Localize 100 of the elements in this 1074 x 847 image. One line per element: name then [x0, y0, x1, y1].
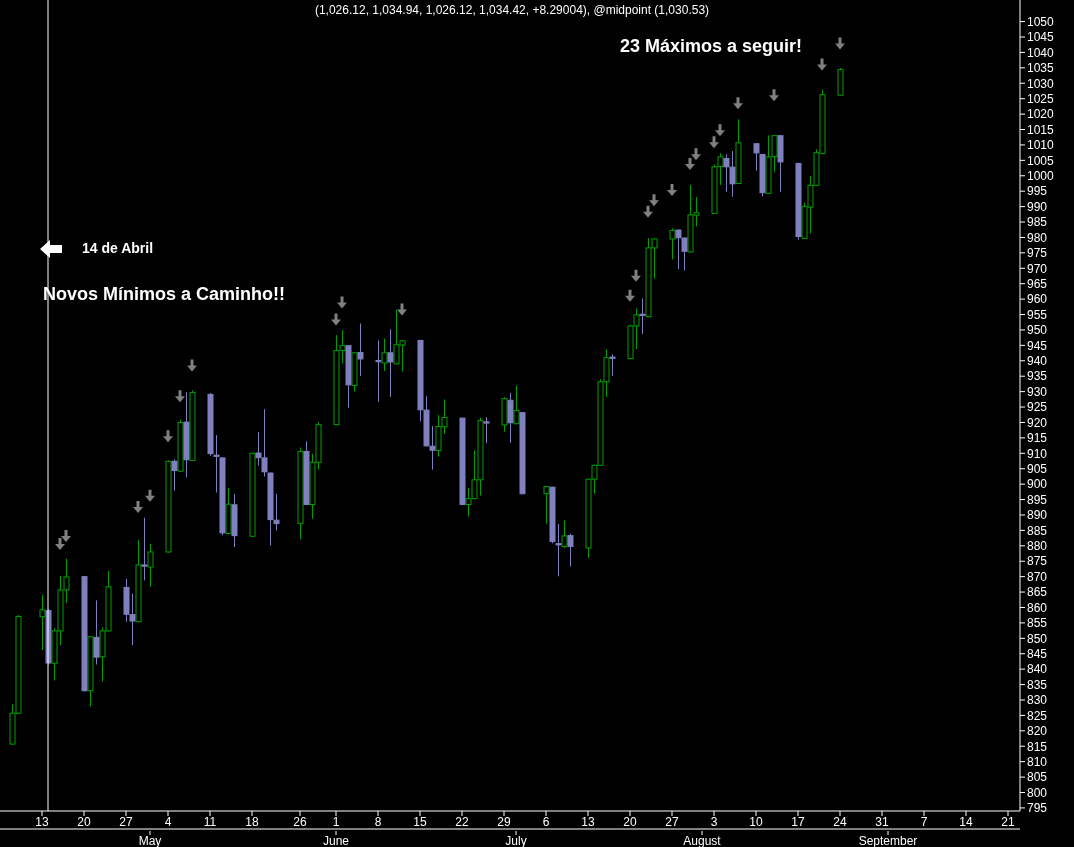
y-tick-label: 985 — [1027, 215, 1048, 230]
y-tick-label: 1010 — [1027, 138, 1055, 153]
y-tick-label: 990 — [1027, 199, 1048, 214]
annotation: 14 de Abril — [82, 240, 154, 256]
y-tick-label: 955 — [1027, 307, 1048, 322]
y-tick-label: 855 — [1027, 616, 1048, 631]
point — [133, 500, 143, 513]
y-tick-label: 940 — [1027, 354, 1048, 369]
y-tick-label: 835 — [1027, 677, 1048, 692]
candlestick — [231, 493, 238, 548]
x-tick-label: 18 — [245, 815, 259, 829]
x-tick-label: 20 — [77, 815, 91, 829]
y-tick-label: 1020 — [1027, 107, 1055, 122]
x-tick-label: 20 — [623, 815, 637, 829]
y-tick-label: 1035 — [1027, 61, 1055, 76]
point — [685, 158, 695, 171]
point — [817, 58, 827, 71]
x-tick-label: 22 — [455, 815, 469, 829]
y-tick-label: 1030 — [1027, 76, 1055, 91]
x-tick-label: 7 — [920, 815, 928, 829]
x2-tick-label: June — [322, 834, 350, 847]
candlestick — [297, 446, 304, 540]
y-tick-label: 1005 — [1027, 153, 1055, 168]
y-tick-label: 980 — [1027, 230, 1048, 245]
point — [625, 289, 635, 302]
chart-title: (1,026.12, 1,034.94, 1,026.12, 1,034.42, +8.29004), @midpoint (1,030.53) — [313, 3, 711, 17]
candlestick — [357, 322, 364, 377]
point — [331, 313, 341, 326]
point — [691, 148, 701, 161]
y-tick-label: 865 — [1027, 585, 1048, 600]
y-tick-label: 885 — [1027, 523, 1048, 538]
x-tick-label: 3 — [710, 815, 718, 829]
y-tick-label: 1000 — [1027, 169, 1055, 184]
y-tick-label: 965 — [1027, 276, 1048, 291]
x2-tick-label: August — [683, 834, 722, 847]
point — [733, 97, 743, 110]
point — [667, 183, 677, 196]
candlestick — [375, 339, 382, 403]
y-tick-label: 795 — [1027, 801, 1048, 816]
x-tick-label: 17 — [791, 815, 805, 829]
y-tick-label: 875 — [1027, 554, 1048, 569]
candlestick — [171, 458, 178, 492]
y-tick-label: 960 — [1027, 292, 1048, 307]
y-tick-label: 820 — [1027, 724, 1048, 739]
point — [175, 390, 185, 403]
x-tick-label: 10 — [749, 815, 763, 829]
candlestick — [387, 328, 394, 398]
x-tick-label: 21 — [1001, 815, 1015, 829]
y-tick-label: 1015 — [1027, 122, 1055, 137]
y-tick-label: 925 — [1027, 400, 1048, 415]
y-tick-label: 825 — [1027, 708, 1048, 723]
y-tick-label: 950 — [1027, 323, 1048, 338]
y-tick-label: 800 — [1027, 785, 1048, 800]
candlestick — [39, 594, 46, 651]
x-tick-label: 24 — [833, 815, 847, 829]
point — [187, 359, 197, 372]
y-tick-label: 900 — [1027, 477, 1048, 492]
y-tick-label: 1025 — [1027, 91, 1055, 106]
x-tick-label: 1 — [332, 815, 340, 829]
x-tick-label: 14 — [959, 815, 973, 829]
point — [145, 489, 155, 502]
y-tick-label: 860 — [1027, 600, 1048, 615]
point — [631, 269, 641, 282]
y-tick-label: 920 — [1027, 415, 1048, 430]
y-tick-label: 1045 — [1027, 30, 1055, 45]
candlestick — [639, 298, 646, 335]
y-tick-label: 845 — [1027, 646, 1048, 661]
y-tick-label: 1040 — [1027, 45, 1055, 60]
x-tick-label: 15 — [413, 815, 427, 829]
y-tick-label: 805 — [1027, 770, 1048, 785]
point — [835, 37, 845, 50]
y-tick-label: 995 — [1027, 184, 1048, 199]
candlestick — [669, 227, 676, 260]
y-tick-label: 815 — [1027, 739, 1048, 754]
x-tick-label: 4 — [164, 815, 172, 829]
x-tick-label: 31 — [875, 815, 889, 829]
x2-tick-label: May — [138, 834, 162, 847]
y-tick-label: 910 — [1027, 446, 1048, 461]
y-tick-label: 970 — [1027, 261, 1048, 276]
y-tick-label: 905 — [1027, 461, 1048, 476]
point — [709, 136, 719, 149]
point — [55, 537, 65, 550]
annotation: Novos Mínimos a Caminho!! — [43, 284, 286, 305]
y-tick-label: 870 — [1027, 569, 1048, 584]
candlestick — [93, 599, 100, 666]
x2-tick-label: September — [858, 834, 918, 847]
y-tick-label: 890 — [1027, 508, 1048, 523]
point — [715, 124, 725, 137]
x2-tick-label: July — [505, 834, 527, 847]
y-tick-label: 895 — [1027, 492, 1048, 507]
y-tick-label: 930 — [1027, 384, 1048, 399]
x-tick-label: 27 — [119, 815, 133, 829]
y-tick-label: 840 — [1027, 662, 1048, 677]
x-tick-label: 8 — [374, 815, 382, 829]
point — [61, 529, 71, 542]
point — [649, 194, 659, 207]
y-tick-label: 850 — [1027, 631, 1048, 646]
y-tick-label: 915 — [1027, 431, 1048, 446]
point — [397, 303, 407, 316]
candlestick — [141, 517, 148, 581]
